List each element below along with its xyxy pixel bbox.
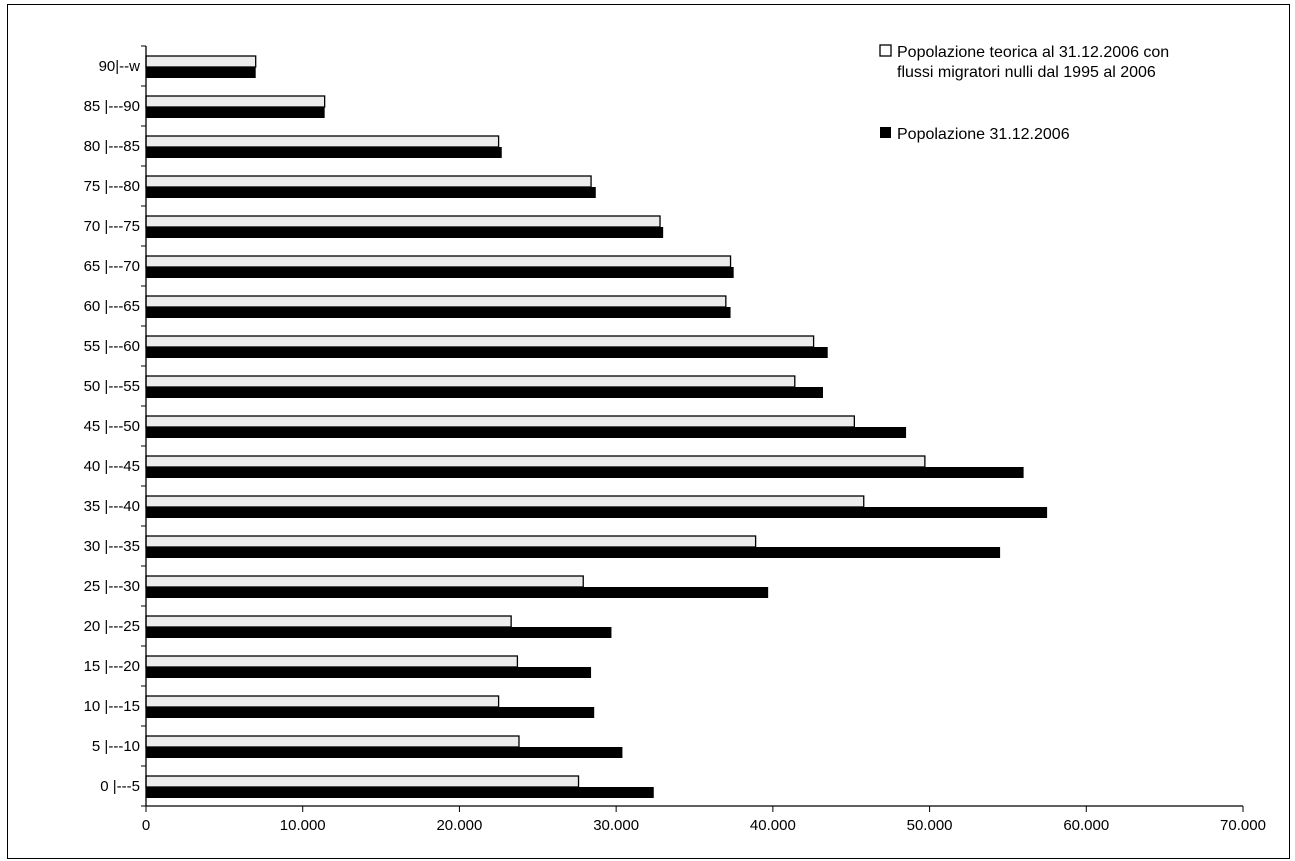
bar-teorica-12 — [145, 295, 727, 308]
category-label: 90|--w — [99, 58, 141, 75]
bar-popolazione-10 — [146, 387, 824, 398]
category-labels: 0 |---5 5 |---10 10 |---15 15 |---20 20 |---… — [84, 58, 141, 795]
bar-teorica-3 — [145, 655, 519, 668]
x-tick-label: 40.000 — [750, 817, 796, 834]
bar-teorica-6 — [145, 535, 757, 548]
category-label: 10 |---15 — [84, 698, 140, 715]
category-label: 40 |---45 — [84, 458, 140, 475]
x-tick-label: 20.000 — [436, 817, 482, 834]
bar-popolazione-14 — [146, 227, 664, 238]
bar-teorica-13 — [145, 255, 732, 268]
legend-label-teorica: Popolazione teorica al 31.12.2006 con — [897, 44, 1169, 61]
bar-popolazione-11 — [146, 347, 828, 358]
bar-popolazione-0 — [146, 787, 654, 798]
x-tick-label: 70.000 — [1220, 817, 1266, 834]
bar-popolazione-7 — [146, 507, 1048, 518]
bar-teorica-16 — [145, 135, 500, 148]
bar-teorica-11 — [145, 335, 815, 348]
bar-teorica-10 — [145, 375, 796, 388]
legend-swatch-popolazione — [880, 127, 891, 138]
legend-swatch-teorica — [879, 44, 892, 57]
category-label: 20 |---25 — [84, 618, 140, 635]
bar-popolazione-16 — [146, 147, 502, 158]
x-tick-label: 0 — [142, 817, 150, 834]
category-label: 85 |---90 — [84, 98, 140, 115]
x-tick-label: 60.000 — [1063, 817, 1109, 834]
bar-teorica-18 — [145, 55, 257, 68]
bar-teorica-7 — [145, 495, 865, 508]
bar-popolazione-8 — [146, 467, 1024, 478]
x-tick-labels: 0 10.000 20.000 30.000 40.000 50.000 60.000 70.… — [142, 817, 1266, 834]
category-label: 55 |---60 — [84, 338, 140, 355]
category-label: 70 |---75 — [84, 218, 140, 235]
category-label: 5 |---10 — [92, 738, 140, 755]
bar-teorica-15 — [145, 175, 592, 188]
legend-label-popolazione: Popolazione 31.12.2006 — [897, 126, 1070, 143]
category-label: 60 |---65 — [84, 298, 140, 315]
bar-teorica-14 — [145, 215, 661, 228]
bar-teorica-1 — [145, 735, 520, 748]
category-label: 65 |---70 — [84, 258, 140, 275]
bar-teorica-17 — [145, 95, 326, 108]
bar-teorica-2 — [145, 695, 500, 708]
bar-teorica-0 — [145, 775, 580, 788]
category-label: 75 |---80 — [84, 178, 140, 195]
bar-popolazione-13 — [146, 267, 734, 278]
bar-popolazione-6 — [146, 547, 1001, 558]
x-tick-label: 50.000 — [907, 817, 953, 834]
bar-popolazione-15 — [146, 187, 596, 198]
category-label: 15 |---20 — [84, 658, 140, 675]
category-label: 0 |---5 — [100, 778, 140, 795]
legend: Popolazione teorica al 31.12.2006 con flu… — [879, 44, 1169, 143]
bar-teorica-9 — [145, 415, 855, 428]
category-label: 25 |---30 — [84, 578, 140, 595]
bar-popolazione-9 — [146, 427, 907, 438]
bar-popolazione-5 — [146, 587, 769, 598]
category-label: 80 |---85 — [84, 138, 140, 155]
bar-popolazione-17 — [146, 107, 325, 118]
x-tick-label: 10.000 — [280, 817, 326, 834]
category-label: 35 |---40 — [84, 498, 140, 515]
bar-teorica-5 — [145, 575, 584, 588]
bar-popolazione-3 — [146, 667, 592, 678]
legend-label-teorica: flussi migratori nulli dal 1995 al 2006 — [897, 64, 1156, 81]
bars-group — [145, 55, 1048, 798]
bar-popolazione-18 — [146, 67, 256, 78]
bar-popolazione-2 — [146, 707, 595, 718]
bar-popolazione-1 — [146, 747, 623, 758]
bar-teorica-4 — [145, 615, 512, 628]
bar-teorica-8 — [145, 455, 926, 468]
bar-popolazione-4 — [146, 627, 612, 638]
x-tick-label: 30.000 — [593, 817, 639, 834]
category-label: 30 |---35 — [84, 538, 140, 555]
category-label: 45 |---50 — [84, 418, 140, 435]
axes-group — [141, 45, 1244, 812]
category-label: 50 |---55 — [84, 378, 140, 395]
bar-popolazione-12 — [146, 307, 731, 318]
